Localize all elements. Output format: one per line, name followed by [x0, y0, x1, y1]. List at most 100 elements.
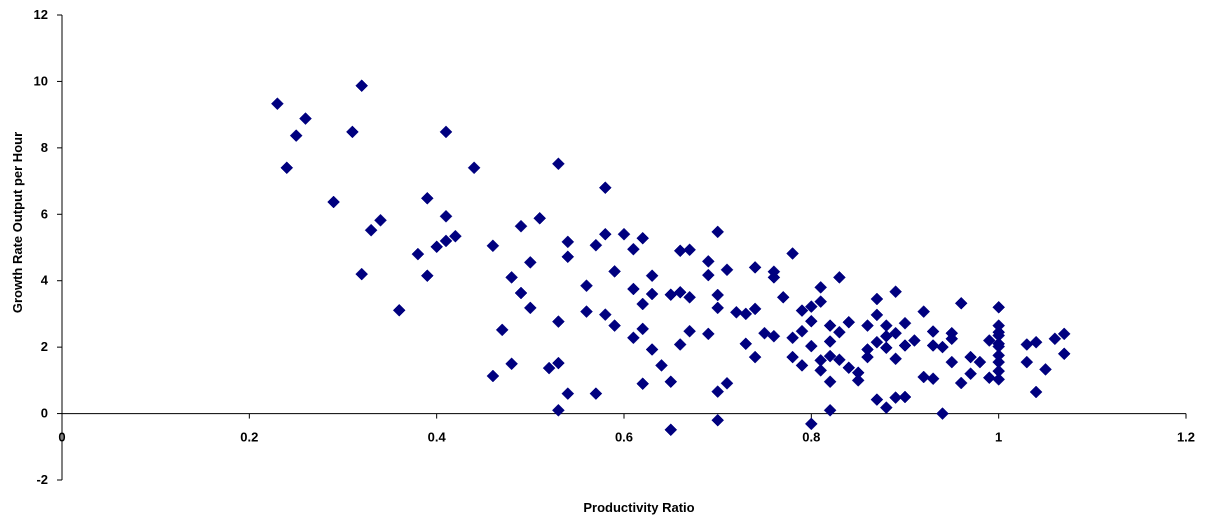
data-point — [954, 296, 968, 310]
data-point — [486, 239, 500, 253]
data-point — [1029, 385, 1043, 399]
data-point — [973, 355, 987, 369]
data-point — [449, 229, 462, 243]
data-point — [542, 361, 556, 375]
data-point — [374, 213, 387, 227]
x-tick-label: 0.4 — [428, 430, 447, 445]
data-point — [664, 423, 678, 437]
y-tick-label: 2 — [41, 339, 48, 354]
data-point — [673, 244, 687, 258]
data-point — [926, 339, 940, 352]
y-tick-label: 6 — [41, 206, 48, 221]
data-point — [795, 304, 809, 317]
data-point — [945, 355, 959, 369]
data-point — [842, 315, 856, 329]
data-point — [439, 209, 453, 223]
data-point — [814, 354, 828, 367]
data-point — [908, 334, 921, 347]
data-point — [580, 305, 593, 318]
data-point — [917, 305, 931, 318]
data-points — [271, 79, 1071, 437]
data-point — [926, 325, 940, 338]
data-point — [598, 227, 612, 241]
data-point — [861, 319, 874, 332]
data-point — [636, 377, 650, 391]
data-point — [767, 329, 781, 343]
data-point — [683, 243, 696, 257]
data-point — [926, 372, 940, 386]
data-point — [627, 282, 640, 296]
data-point — [711, 301, 725, 315]
data-point — [1057, 327, 1071, 341]
data-point — [917, 370, 931, 384]
data-point — [992, 325, 1006, 339]
data-point — [870, 335, 884, 349]
data-point — [364, 223, 378, 237]
y-tick-label: 0 — [41, 406, 48, 421]
data-point — [795, 359, 809, 372]
data-point — [514, 286, 528, 300]
data-point — [655, 359, 668, 372]
data-point — [430, 240, 444, 254]
data-point — [608, 319, 621, 332]
data-point — [346, 125, 359, 139]
data-point — [1029, 335, 1043, 349]
data-point — [552, 356, 565, 370]
data-point — [889, 285, 902, 299]
y-tick-label: 8 — [41, 140, 48, 155]
data-point — [420, 269, 434, 283]
data-point — [823, 375, 837, 389]
data-point — [664, 288, 678, 302]
data-point — [636, 322, 650, 336]
data-point — [580, 279, 593, 293]
x-tick-label: 1.2 — [1177, 430, 1195, 445]
data-point — [748, 350, 762, 364]
data-point — [299, 112, 312, 125]
data-point — [814, 281, 828, 294]
data-point — [645, 269, 659, 283]
data-point — [730, 305, 743, 319]
data-point — [523, 301, 537, 315]
data-point — [898, 339, 912, 352]
data-point — [673, 338, 687, 351]
data-point — [683, 290, 696, 304]
data-point — [879, 401, 893, 414]
x-tick-label: 0.6 — [615, 430, 633, 445]
data-point — [992, 337, 1006, 351]
data-point — [823, 335, 837, 348]
data-point — [711, 288, 725, 302]
data-point — [767, 271, 781, 284]
data-point — [552, 403, 565, 417]
data-point — [748, 302, 762, 316]
data-point — [992, 373, 1006, 386]
data-point — [814, 295, 828, 308]
data-point — [701, 327, 715, 341]
data-point — [495, 323, 509, 337]
data-point — [711, 225, 725, 239]
data-point — [889, 352, 902, 366]
data-point — [711, 413, 725, 427]
y-tick-label: 4 — [41, 273, 49, 288]
data-point — [505, 357, 518, 371]
data-point — [795, 324, 809, 338]
data-point — [861, 343, 874, 356]
data-point — [552, 157, 565, 171]
data-point — [936, 340, 949, 354]
data-point — [327, 195, 340, 209]
data-point — [598, 181, 612, 195]
data-point — [701, 268, 715, 282]
data-point — [945, 332, 959, 346]
data-point — [786, 350, 799, 364]
data-point — [411, 247, 425, 261]
data-point — [711, 385, 725, 398]
data-point — [870, 393, 884, 406]
data-point — [851, 374, 865, 387]
data-point — [673, 285, 687, 299]
y-tick-label: 12 — [34, 7, 48, 22]
x-tick-label: 0.8 — [802, 430, 820, 445]
data-point — [804, 314, 818, 328]
data-point — [982, 371, 996, 385]
data-point — [804, 300, 818, 313]
data-point — [439, 125, 453, 139]
